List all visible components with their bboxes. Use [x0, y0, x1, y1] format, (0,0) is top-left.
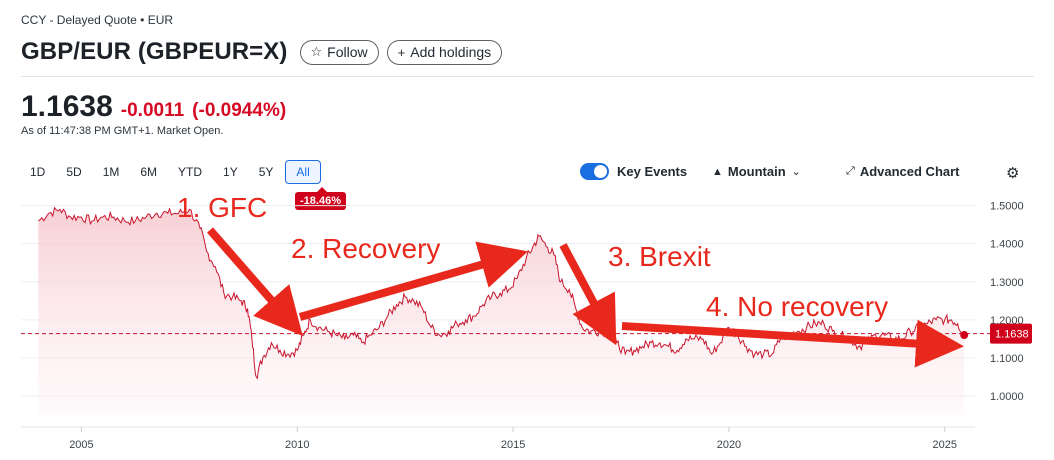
key-events-toggle[interactable]: Key Events [580, 163, 687, 180]
range-1m[interactable]: 1M [102, 165, 120, 179]
mountain-icon: ▲ [712, 165, 723, 178]
follow-label: Follow [327, 44, 368, 60]
range-6m[interactable]: 6M [140, 165, 158, 179]
x-axis: 2005 2010 2015 2020 2025 [21, 426, 975, 451]
annotation-no-recovery: 4. No recovery [706, 291, 888, 322]
annotation-arrows [206, 227, 964, 368]
current-price: 1.1638 [21, 90, 113, 123]
toggle-knob [594, 165, 607, 178]
last-price-label: 1.1638 [995, 329, 1029, 341]
price-area [38, 207, 965, 415]
x-tick-label: 2005 [69, 439, 93, 451]
last-price-tag: 1.1638 [990, 323, 1032, 344]
advanced-chart-button[interactable]: ⤢ Advanced Chart [846, 164, 960, 179]
range-1d[interactable]: 1D [30, 165, 46, 179]
star-icon: ☆ [310, 44, 323, 59]
follow-button[interactable]: ☆ Follow [299, 39, 379, 65]
range-5d[interactable]: 5D [66, 165, 82, 179]
y-tick-label: 1.3000 [990, 277, 1024, 289]
key-events-label: Key Events [617, 164, 688, 179]
range-ytd[interactable]: YTD [178, 165, 203, 179]
y-tick-label: 1.1000 [990, 353, 1024, 365]
gear-icon[interactable]: ⚙ [1006, 165, 1020, 182]
range-1y[interactable]: 1Y [223, 165, 238, 179]
x-tick-label: 2020 [717, 439, 741, 451]
range-all[interactable]: All [285, 160, 321, 184]
arrow-no-recovery [621, 319, 964, 368]
expand-icon: ⤢ [846, 165, 855, 177]
annotation-gfc: 1. GFC [177, 192, 267, 223]
advanced-chart-label: Advanced Chart [859, 164, 960, 179]
last-price-dot [960, 331, 969, 340]
x-tick-label: 2010 [285, 439, 309, 451]
price-change-percent: (-0.0944%) [192, 100, 287, 121]
y-tick-label: 1.5000 [990, 201, 1024, 213]
add-holdings-label: Add holdings [410, 44, 492, 60]
page-title: GBP/EUR (GBPEUR=X) [21, 38, 288, 65]
chart-type-dropdown[interactable]: ▲ Mountain ⌄ [712, 164, 801, 179]
price-change: -0.0011 [120, 100, 185, 121]
as-of-timestamp: As of 11:47:38 PM GMT+1. Market Open. [21, 125, 224, 137]
arrow-brexit [559, 243, 617, 346]
price-row: 1.1638 -0.0011 (-0.0944%) [21, 90, 286, 124]
divider [21, 76, 1034, 77]
arrow-gfc-a [206, 227, 303, 337]
toggle-switch[interactable] [580, 163, 609, 180]
annotation-brexit: 3. Brexit [608, 241, 711, 272]
range-5y[interactable]: 5Y [258, 165, 274, 179]
quote-meta: CCY - Delayed Quote • EUR [21, 13, 174, 27]
arrow-recovery [298, 241, 529, 321]
y-tick-label: 1.4000 [990, 239, 1024, 251]
y-tick-label: 1.0000 [990, 391, 1024, 403]
annotations: 1. GFC 2. Recovery 3. Brexit 4. No recov… [177, 192, 888, 322]
annotation-recovery: 2. Recovery [291, 233, 440, 264]
x-tick-label: 2025 [933, 439, 957, 451]
chart-type-label: Mountain [727, 164, 786, 179]
chevron-down-icon: ⌄ [791, 166, 801, 178]
range-selector: 1D 5D 1M 6M YTD 1Y 5Y All [21, 160, 324, 184]
plus-icon: + [397, 44, 406, 60]
add-holdings-button[interactable]: + Add holdings [386, 39, 503, 65]
x-tick-label: 2015 [501, 439, 525, 451]
title-row: GBP/EUR (GBPEUR=X) ☆ Follow + Add holdin… [21, 38, 503, 66]
